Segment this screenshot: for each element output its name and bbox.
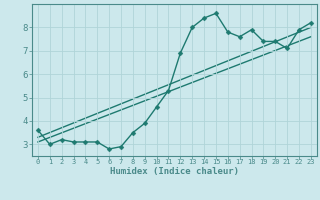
X-axis label: Humidex (Indice chaleur): Humidex (Indice chaleur) [110,167,239,176]
